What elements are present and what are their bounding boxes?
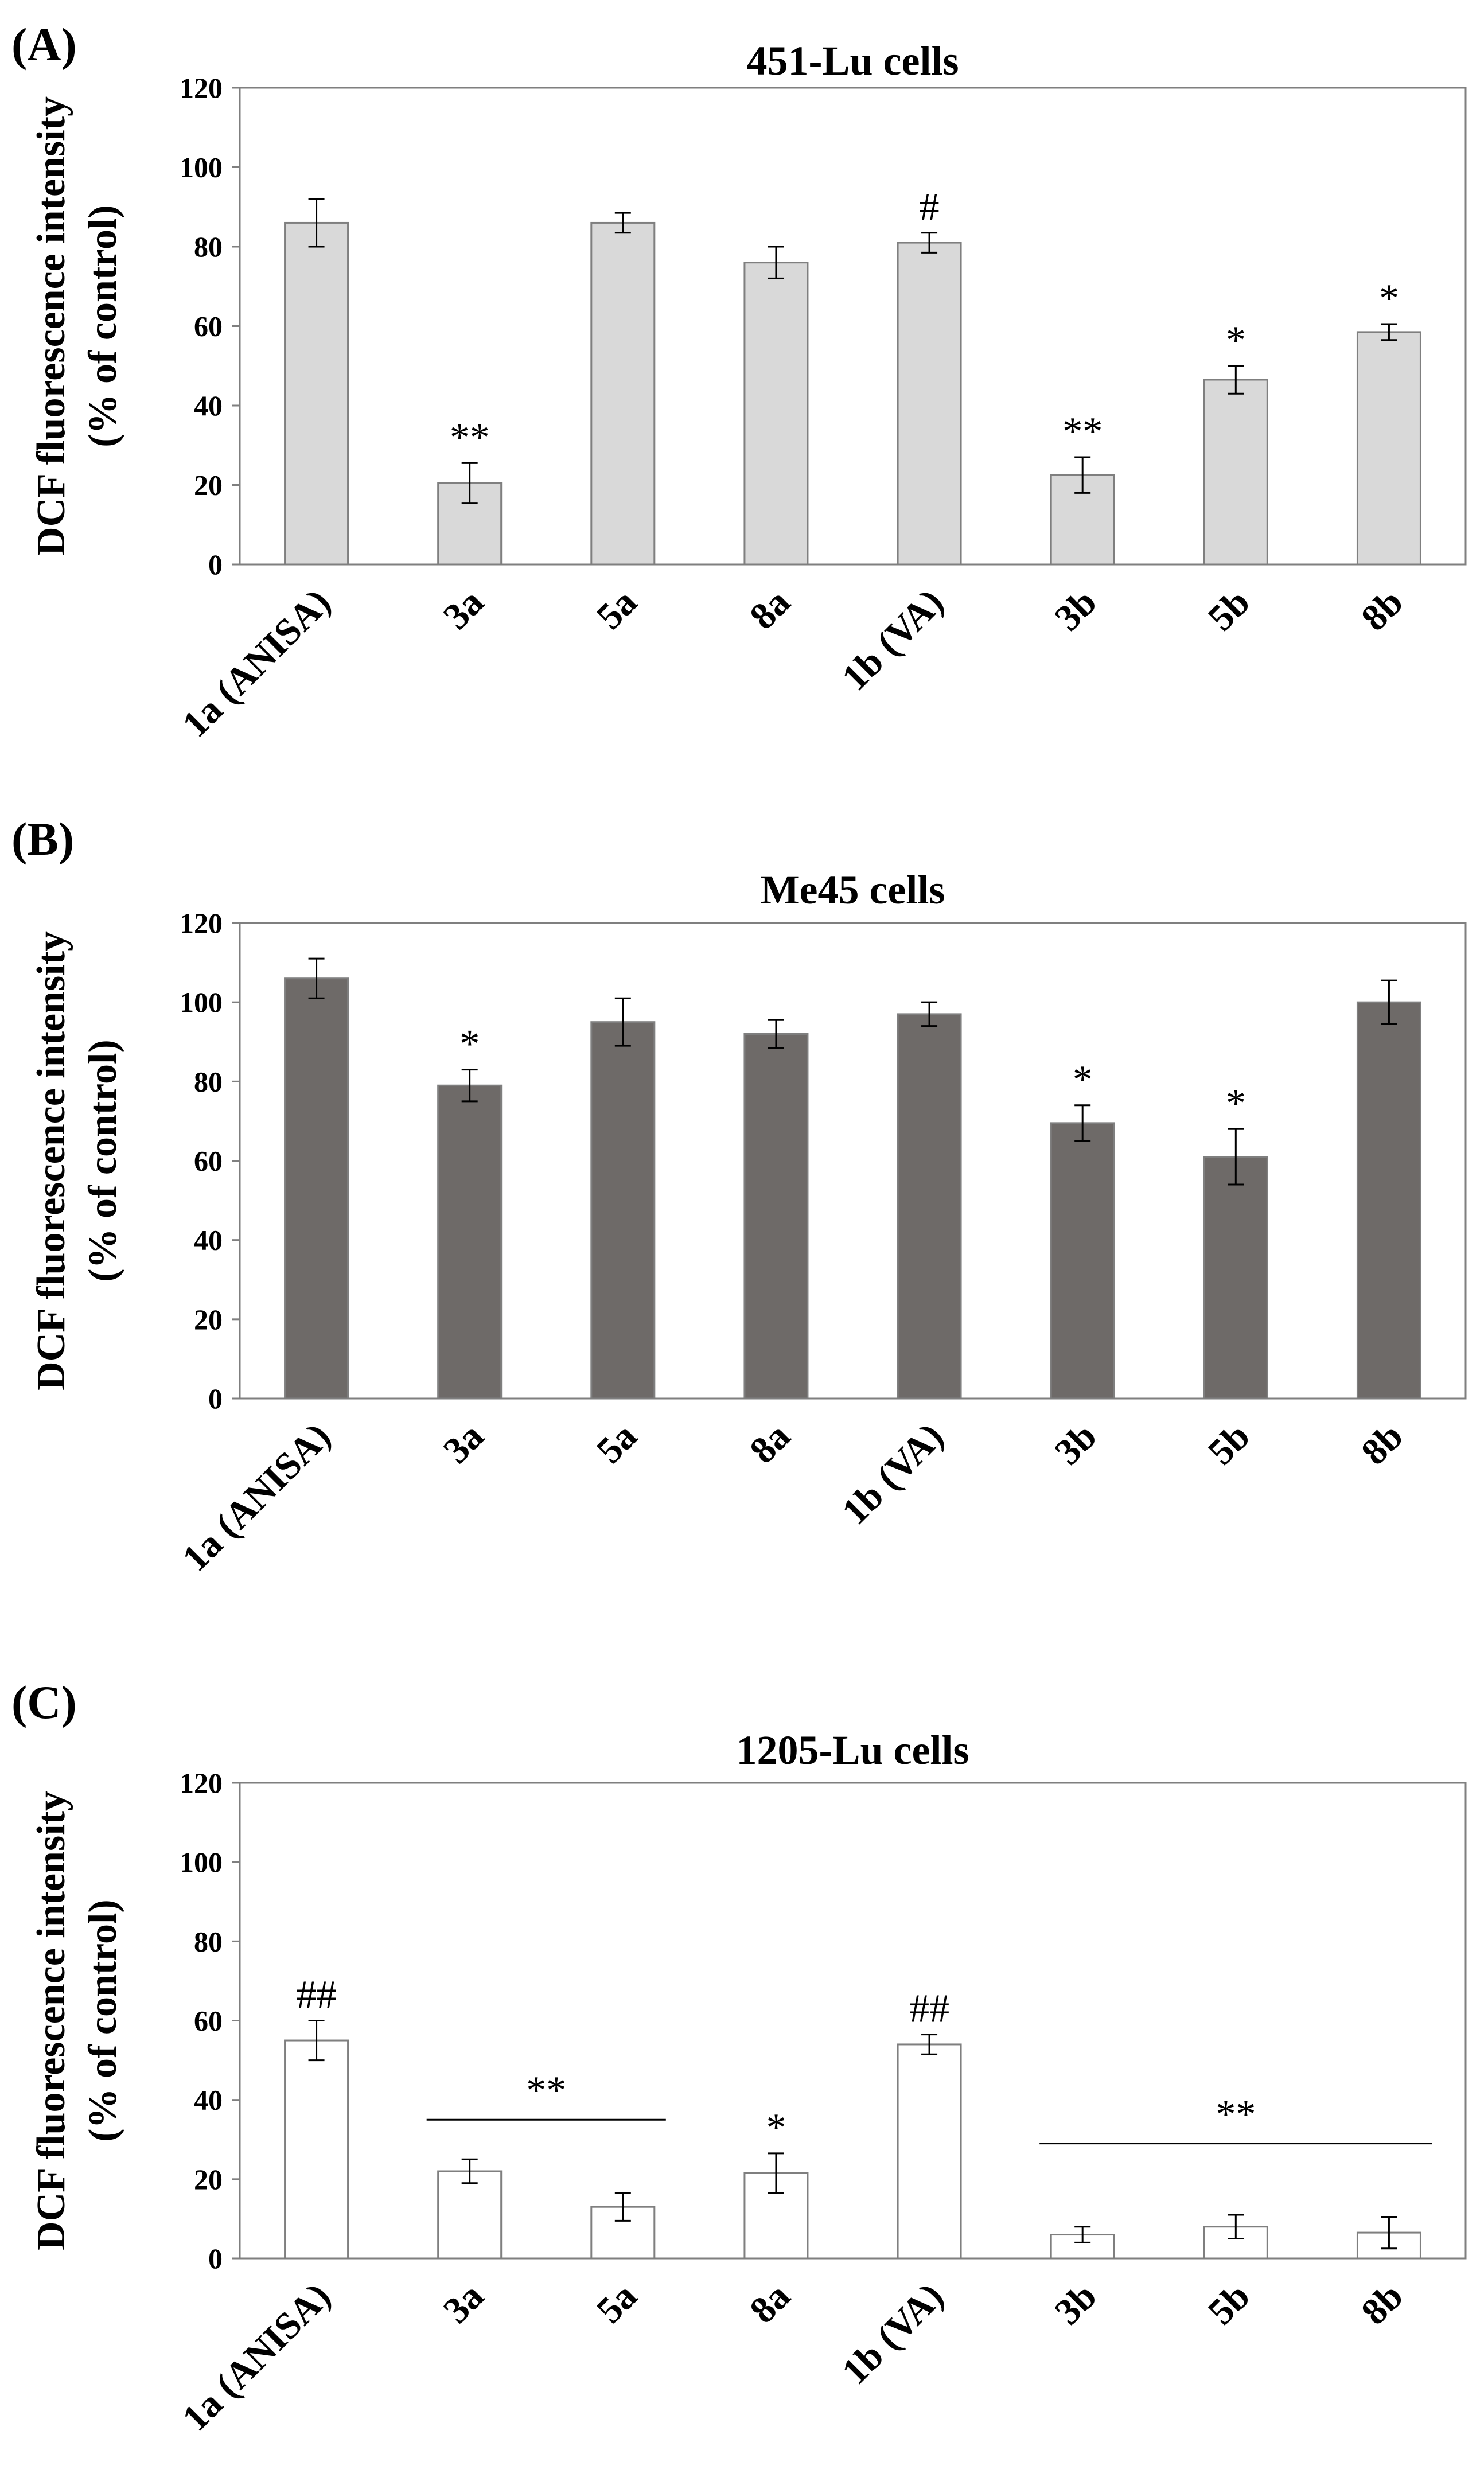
significance-marker: * bbox=[1226, 1081, 1246, 1125]
x-tick-label: 5a bbox=[589, 2275, 645, 2331]
bar bbox=[743, 1033, 809, 1400]
x-tick-label: 8b bbox=[1353, 1415, 1411, 1473]
x-tick-label: 1b (VA) bbox=[834, 1415, 952, 1533]
x-tick-label: 3a bbox=[435, 581, 492, 637]
bar bbox=[590, 221, 656, 566]
bar bbox=[897, 2043, 962, 2260]
y-tick-label: 0 bbox=[208, 2242, 223, 2274]
x-tick-label: 3a bbox=[435, 1415, 492, 1471]
y-tick-label: 60 bbox=[194, 310, 223, 342]
y-tick-label: 20 bbox=[194, 2163, 223, 2195]
x-tick-label: 3b bbox=[1047, 1415, 1105, 1473]
y-axis-label-unit: (% of control) bbox=[81, 1899, 125, 2142]
panel-label: (C) bbox=[11, 1676, 77, 1728]
plot-frame bbox=[239, 922, 1467, 1400]
bar bbox=[437, 1084, 503, 1400]
y-tick-label: 0 bbox=[208, 1382, 223, 1415]
x-tick-label: 5b bbox=[1200, 581, 1258, 639]
chart-title: 451-Lu cells bbox=[747, 38, 959, 84]
significance-marker: # bbox=[920, 185, 940, 229]
y-tick-label: 120 bbox=[180, 907, 223, 939]
significance-marker: * bbox=[1226, 318, 1246, 363]
bar bbox=[284, 221, 349, 566]
y-tick-label: 100 bbox=[180, 151, 223, 184]
chart-title: Me45 cells bbox=[761, 867, 945, 913]
significance-marker: * bbox=[459, 1022, 480, 1066]
y-tick-label: 100 bbox=[180, 986, 223, 1018]
x-tick-label: 3a bbox=[435, 2275, 492, 2331]
significance-marker: ## bbox=[297, 1973, 337, 2017]
plot-frame bbox=[239, 87, 1467, 566]
panel-a: (A) 451-Lu cells DCF fluorescence intensit… bbox=[11, 18, 1467, 745]
panel-b: (B) Me45 cells DCF fluorescence intensity(… bbox=[11, 813, 1467, 1579]
y-tick-label: 100 bbox=[180, 1846, 223, 1878]
significance-marker: * bbox=[1073, 1058, 1093, 1102]
panel-label: (A) bbox=[11, 18, 77, 71]
bar bbox=[897, 242, 962, 566]
group-significance: ** bbox=[526, 2069, 566, 2113]
y-tick-label: 20 bbox=[194, 469, 223, 501]
y-tick-label: 20 bbox=[194, 1303, 223, 1335]
panel-c: (C) 1205-Lu cells DCF fluorescence intensi… bbox=[11, 1676, 1467, 2439]
x-tick-label: 5a bbox=[589, 581, 645, 637]
y-tick-label: 60 bbox=[194, 2005, 223, 2037]
bar bbox=[437, 2170, 503, 2260]
x-tick-label: 8b bbox=[1353, 581, 1411, 639]
y-axis-label: DCF fluorescence intensity bbox=[29, 1791, 73, 2250]
x-tick-label: 1a (ANISA) bbox=[174, 1415, 338, 1579]
y-axis-label-unit: (% of control) bbox=[81, 1039, 125, 1282]
y-axis-label: DCF fluorescence intensity bbox=[29, 96, 73, 556]
y-tick-label: 40 bbox=[194, 2084, 223, 2116]
x-tick-label: 5b bbox=[1200, 1415, 1258, 1473]
panel-label: (B) bbox=[11, 813, 74, 865]
y-axis-label-unit: (% of control) bbox=[81, 205, 125, 447]
bar bbox=[284, 977, 349, 1400]
bar bbox=[590, 1021, 656, 1400]
y-tick-label: 120 bbox=[180, 1767, 223, 1799]
bar bbox=[897, 1013, 962, 1400]
significance-marker: ** bbox=[1062, 410, 1103, 454]
bar bbox=[1356, 331, 1421, 566]
bar bbox=[1050, 1122, 1115, 1400]
y-tick-label: 80 bbox=[194, 1065, 223, 1097]
x-tick-label: 1a (ANISA) bbox=[174, 581, 338, 745]
x-tick-label: 8b bbox=[1353, 2275, 1411, 2333]
bar bbox=[1203, 379, 1268, 566]
y-tick-label: 40 bbox=[194, 389, 223, 422]
x-tick-label: 3b bbox=[1047, 2275, 1105, 2333]
y-tick-label: 80 bbox=[194, 231, 223, 263]
x-tick-label: 3b bbox=[1047, 581, 1105, 639]
chart-title: 1205-Lu cells bbox=[737, 1727, 969, 1773]
y-tick-label: 120 bbox=[180, 72, 223, 104]
significance-marker: ## bbox=[909, 1987, 949, 2031]
plot-frame bbox=[239, 1782, 1467, 2260]
bar bbox=[1356, 1001, 1421, 1400]
y-axis-label: DCF fluorescence intensity bbox=[29, 931, 73, 1390]
x-tick-label: 1b (VA) bbox=[834, 2275, 952, 2393]
y-tick-label: 80 bbox=[194, 1925, 223, 1957]
group-significance: ** bbox=[1216, 2093, 1256, 2137]
y-tick-label: 60 bbox=[194, 1145, 223, 1177]
x-tick-label: 8a bbox=[742, 1415, 798, 1471]
x-tick-label: 5a bbox=[589, 1415, 645, 1471]
x-tick-label: 1a (ANISA) bbox=[174, 2275, 338, 2439]
bar bbox=[743, 262, 809, 566]
bar bbox=[284, 2039, 349, 2260]
x-tick-label: 1b (VA) bbox=[834, 581, 952, 699]
y-tick-label: 40 bbox=[194, 1224, 223, 1256]
x-tick-label: 5b bbox=[1200, 2275, 1258, 2333]
significance-marker: ** bbox=[450, 415, 490, 459]
y-tick-label: 0 bbox=[208, 548, 223, 581]
significance-marker: * bbox=[766, 2106, 786, 2150]
significance-marker: * bbox=[1379, 276, 1399, 321]
bar bbox=[1203, 1156, 1268, 1400]
x-tick-label: 8a bbox=[742, 581, 798, 637]
x-tick-label: 8a bbox=[742, 2275, 798, 2331]
